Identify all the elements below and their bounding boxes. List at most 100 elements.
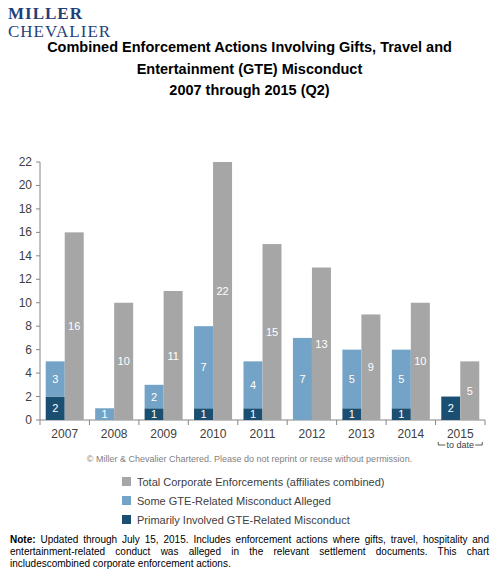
legend-entry: Some GTE-Related Misconduct Alleged <box>122 491 384 510</box>
x-tick <box>386 420 387 425</box>
data-label: 7 <box>200 361 206 373</box>
data-label: 22 <box>216 285 228 297</box>
x-tick-label: 2009 <box>150 427 177 441</box>
legend-swatch <box>122 515 131 524</box>
y-tick-label: 10 <box>19 296 33 310</box>
bar <box>65 232 84 420</box>
x-tick <box>485 420 486 425</box>
y-tick <box>36 255 40 256</box>
bar <box>293 338 312 420</box>
data-label: 7 <box>299 373 305 385</box>
x-tick <box>138 420 139 425</box>
bar <box>244 361 263 408</box>
subtitle: 2007 through 2015 (Q2) <box>25 82 474 98</box>
data-label: 5 <box>398 373 404 385</box>
bar <box>342 408 361 420</box>
data-label: 15 <box>266 326 278 338</box>
x-tick-label: 2015 <box>447 427 474 441</box>
data-label: 10 <box>118 355 130 367</box>
bar <box>342 350 361 409</box>
x-tick-label: 2013 <box>348 427 375 441</box>
note-text: Updated through July 15, 2015. Includes … <box>10 534 489 569</box>
x-tick <box>336 420 337 425</box>
copyright: © Miller & Chevalier Chartered. Please d… <box>0 454 499 464</box>
x-tick <box>40 420 41 425</box>
bar <box>392 350 411 409</box>
y-tick <box>36 373 40 374</box>
y-tick <box>36 396 40 397</box>
note-label: Note: <box>10 534 36 545</box>
bar <box>46 397 65 420</box>
data-label: 2 <box>151 391 157 403</box>
bar <box>46 361 65 396</box>
x-tick-label: 2012 <box>299 427 326 441</box>
bar <box>441 396 460 397</box>
data-label: 1 <box>200 408 206 420</box>
y-tick-label: 6 <box>25 343 32 357</box>
x-tick <box>89 420 90 425</box>
bar <box>145 385 164 408</box>
y-tick-label: 14 <box>19 249 33 263</box>
data-label: 1 <box>250 408 256 420</box>
y-tick-label: 16 <box>19 225 33 239</box>
y-tick-label: 20 <box>19 178 33 192</box>
data-label: 1 <box>349 408 355 420</box>
note: Note: Updated through July 15, 2015. Inc… <box>10 534 489 570</box>
x-tick-label: 2011 <box>250 427 276 441</box>
y-tick <box>36 185 40 186</box>
bar <box>263 244 282 420</box>
x-tick-label: 2010 <box>200 427 227 441</box>
data-label: 2 <box>52 402 58 414</box>
x-tick <box>188 420 189 425</box>
legend-swatch <box>122 477 131 486</box>
annotation-bg <box>445 440 475 450</box>
legend-text: Total Corporate Enforcements (affiliates… <box>137 476 384 488</box>
data-label: 13 <box>315 338 327 350</box>
y-tick-label: 4 <box>25 366 32 380</box>
bar <box>194 326 213 408</box>
bar <box>213 162 232 420</box>
y-tick <box>36 326 40 327</box>
x-tick <box>237 420 238 425</box>
y-tick <box>36 232 40 233</box>
data-label: 1 <box>102 408 108 420</box>
data-label: 10 <box>414 355 426 367</box>
bar <box>114 303 133 420</box>
bar <box>312 268 331 420</box>
x-tick-label: 2007 <box>51 427 78 441</box>
bar <box>411 303 430 420</box>
data-label: 1 <box>398 408 404 420</box>
legend: Total Corporate Enforcements (affiliates… <box>122 472 384 529</box>
y-tick <box>36 208 40 209</box>
bar <box>164 291 183 420</box>
data-label: 5 <box>467 385 473 397</box>
annotation: to date <box>447 440 475 450</box>
data-label: 1 <box>151 408 157 420</box>
bar <box>392 408 411 420</box>
data-label: 2 <box>448 402 454 414</box>
y-axis <box>40 162 41 420</box>
y-tick <box>36 279 40 280</box>
y-tick-label: 18 <box>19 202 33 216</box>
bar <box>95 408 114 420</box>
legend-text: Some GTE-Related Misconduct Alleged <box>137 495 331 507</box>
legend-text: Primarily Involved GTE-Related Misconduc… <box>137 514 350 526</box>
data-label: 3 <box>52 373 58 385</box>
y-tick-label: 12 <box>19 272 33 286</box>
data-labels: 2316110121117221415713159151025 <box>52 285 473 420</box>
bar <box>244 408 263 420</box>
y-tick-label: 8 <box>25 319 32 333</box>
x-tick <box>287 420 288 425</box>
bar <box>460 361 479 420</box>
legend-entry: Total Corporate Enforcements (affiliates… <box>122 472 384 491</box>
x-tick <box>435 420 436 425</box>
data-label: 9 <box>368 361 374 373</box>
legend-swatch <box>122 496 131 505</box>
legend-entry: Primarily Involved GTE-Related Misconduc… <box>122 510 384 529</box>
logo-line: MILLER <box>8 4 83 24</box>
x-tick-label: 2014 <box>397 427 424 441</box>
y-tick <box>36 302 40 303</box>
bar <box>194 408 213 420</box>
bar <box>441 397 460 420</box>
data-label: 16 <box>68 320 80 332</box>
